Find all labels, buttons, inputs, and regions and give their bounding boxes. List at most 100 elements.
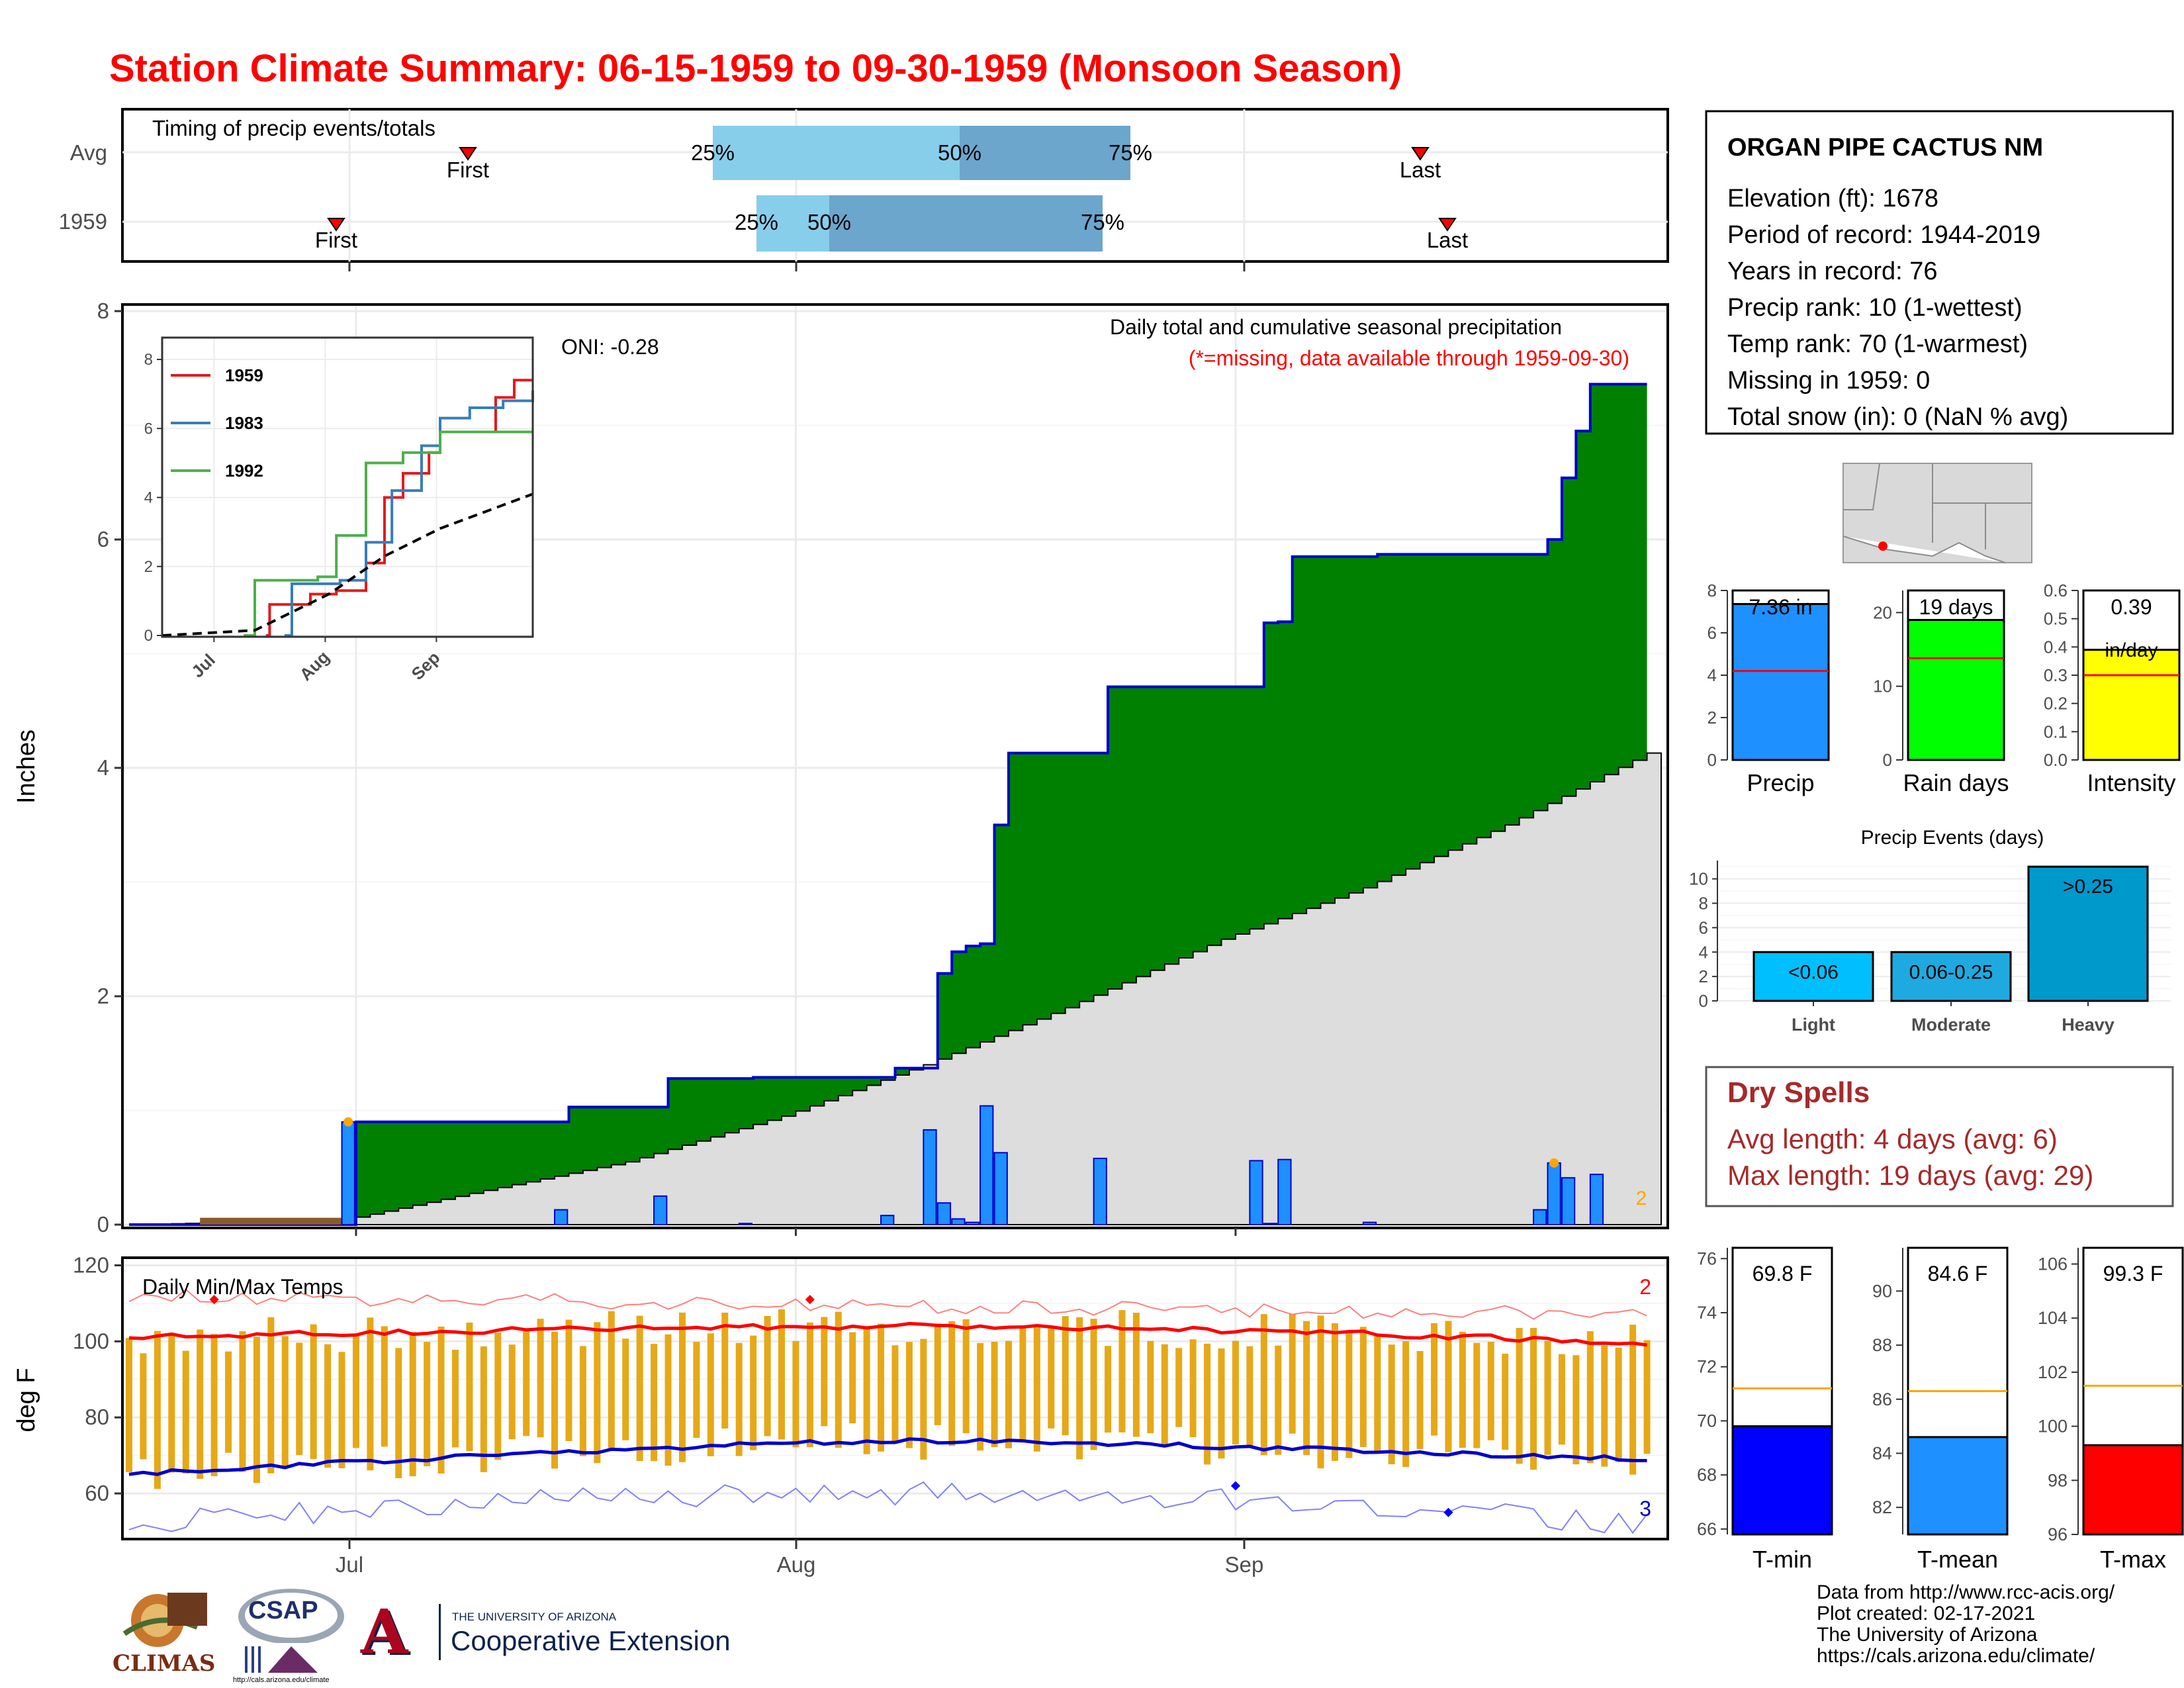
temp-summary-ytick-label: 96: [2048, 1524, 2068, 1544]
summary-ytick-label: 0.2: [2044, 694, 2068, 714]
daily-temp-bar: [1019, 1327, 1026, 1442]
daily-temp-bar: [622, 1338, 629, 1440]
daily-temp-bar: [636, 1315, 643, 1462]
heavy-event-marker: [1549, 1158, 1559, 1168]
daily-temp-bar: [878, 1323, 885, 1452]
daily-temp-bar: [565, 1319, 572, 1441]
station-line-5: Temp rank: 70 (1-warmest): [1727, 330, 2028, 358]
temp-summary-ytick-label: 100: [2038, 1417, 2068, 1436]
daily-temp-bar: [1204, 1343, 1211, 1465]
precip-ytick-label: 8: [97, 299, 109, 323]
avg-q25-label: 25%: [691, 140, 735, 165]
footer-line-1: Data from http://www.rcc-acis.org/: [1817, 1581, 2115, 1603]
timing-title: Timing of precip events/totals: [152, 116, 435, 140]
daily-temp-bar: [154, 1331, 161, 1489]
events-ytick-label: 2: [1699, 966, 1708, 986]
events-xtick-label: Heavy: [2062, 1015, 2115, 1035]
avg-q25-q50-bar: [713, 126, 960, 180]
daily-temp-bar: [1118, 1310, 1126, 1432]
ua-letter-icon: A: [361, 1596, 408, 1667]
summary-ytick-label: 0.3: [2044, 665, 2068, 685]
events-bar-label: <0.06: [1788, 961, 1839, 983]
daily-temp-bar: [764, 1315, 771, 1436]
daily-temp-bar: [991, 1341, 998, 1448]
temp-summary-ytick-label: 72: [1697, 1357, 1717, 1377]
events-bar-label: 0.06-0.25: [1909, 961, 1993, 983]
daily-temp-bar: [1502, 1353, 1509, 1450]
temp-summary-ytick-label: 68: [1697, 1465, 1717, 1485]
daily-temp-bar: [494, 1333, 502, 1460]
daily-precip-bar: [554, 1209, 569, 1225]
daily-temp-bar: [1359, 1327, 1367, 1448]
events-bar-moderate: [1890, 951, 2012, 1002]
daily-precip-bar: [1093, 1157, 1107, 1225]
daily-temp-bar: [721, 1312, 729, 1429]
heavy-event-marker: [343, 1117, 353, 1127]
dry-spells-max: Max length: 19 days (avg: 29): [1727, 1160, 2093, 1191]
daily-temp-bar: [948, 1321, 956, 1446]
daily-precip-bar: [880, 1215, 895, 1225]
timing-row-1959-label: 1959: [59, 209, 107, 234]
dry-spells-avg: Avg length: 4 days (avg: 6): [1727, 1123, 2058, 1154]
temp-ytick-label: 80: [85, 1405, 109, 1429]
dry-spells-box: Dry Spells Avg length: 4 days (avg: 6) M…: [1705, 1066, 2174, 1207]
daily-precip-bar: [965, 1221, 979, 1226]
daily-temp-bar: [1232, 1340, 1239, 1444]
daily-temp-bar: [1076, 1317, 1083, 1460]
temp-ytick-label: 120: [73, 1252, 109, 1277]
daily-precip-bar: [936, 1202, 952, 1225]
daily-temp-bar: [1033, 1327, 1040, 1452]
yr-q75-label: 75%: [1081, 210, 1124, 234]
station-line-4: Precip rank: 10 (1-wettest): [1727, 294, 2023, 322]
dry-spells-title: Dry Spells: [1727, 1076, 1870, 1109]
daily-temp-bar: [1048, 1328, 1055, 1429]
daily-temp-bar: [466, 1322, 473, 1452]
temp-summary-ytick-label: 70: [1697, 1411, 1717, 1430]
summary-bar-2: [2082, 649, 2181, 761]
daily-precip-bar: [1533, 1209, 1547, 1225]
daily-temp-bar: [225, 1351, 232, 1453]
daily-temp-bar: [1431, 1323, 1438, 1436]
daily-temp-bar: [239, 1331, 246, 1472]
daily-temp-bar: [1388, 1344, 1395, 1464]
summary-ytick-label: 0.4: [2044, 637, 2068, 657]
oni-label: ONI: -0.28: [561, 335, 659, 359]
summary-value-label: 19 days: [1919, 595, 1993, 619]
station-line-2: Period of record: 1944-2019: [1727, 221, 2040, 249]
record-low-line: [128, 1481, 1648, 1534]
daily-temp-bar: [707, 1333, 714, 1456]
summary-bar-1: [1907, 619, 2005, 761]
daily-temp-bar: [253, 1336, 260, 1483]
daily-precip-bar: [653, 1195, 668, 1225]
daily-temp-bar: [651, 1344, 658, 1462]
daily-temp-bar: [1629, 1325, 1637, 1475]
daily-temp-bar: [424, 1342, 431, 1467]
daily-temp-bar: [1572, 1355, 1580, 1465]
summary-ytick-label: 8: [1707, 581, 1717, 600]
chart-title: Station Climate Summary: 06-15-1959 to 0…: [109, 47, 1402, 90]
daily-temp-bar: [1516, 1328, 1523, 1464]
daily-temp-bar: [1473, 1342, 1480, 1448]
footer-line-4: https://cals.arizona.edu/climate/: [1817, 1645, 2095, 1667]
yr-q50-label: 50%: [807, 210, 851, 234]
station-box: ORGAN PIPE CACTUS NM Elevation (ft): 167…: [1705, 110, 2174, 435]
csap-cloud-icon: [238, 1589, 344, 1673]
events-title: Precip Events (days): [1861, 827, 2044, 849]
cumulative-average-area: [129, 752, 1662, 1225]
temp-summary-value-label: 99.3 F: [2103, 1262, 2163, 1286]
daily-temp-bar: [1090, 1319, 1097, 1450]
daily-temp-bar: [905, 1342, 913, 1448]
station-name: ORGAN PIPE CACTUS NM: [1727, 134, 2043, 162]
daily-temp-bar: [977, 1342, 984, 1451]
yr-first-marker: [327, 218, 345, 232]
daily-temp-bar: [1289, 1314, 1296, 1434]
temp-summary-ytick-label: 86: [1872, 1389, 1892, 1409]
daily-temp-bar: [835, 1311, 842, 1448]
avg-q75-label: 75%: [1109, 140, 1152, 165]
daily-temp-bar: [381, 1326, 388, 1447]
inset-ytick-label: 6: [144, 420, 153, 438]
summary-unit-label: in/day: [2105, 639, 2158, 661]
daily-temp-bar: [310, 1324, 317, 1460]
temp-summary-ytick-label: 76: [1697, 1248, 1717, 1268]
